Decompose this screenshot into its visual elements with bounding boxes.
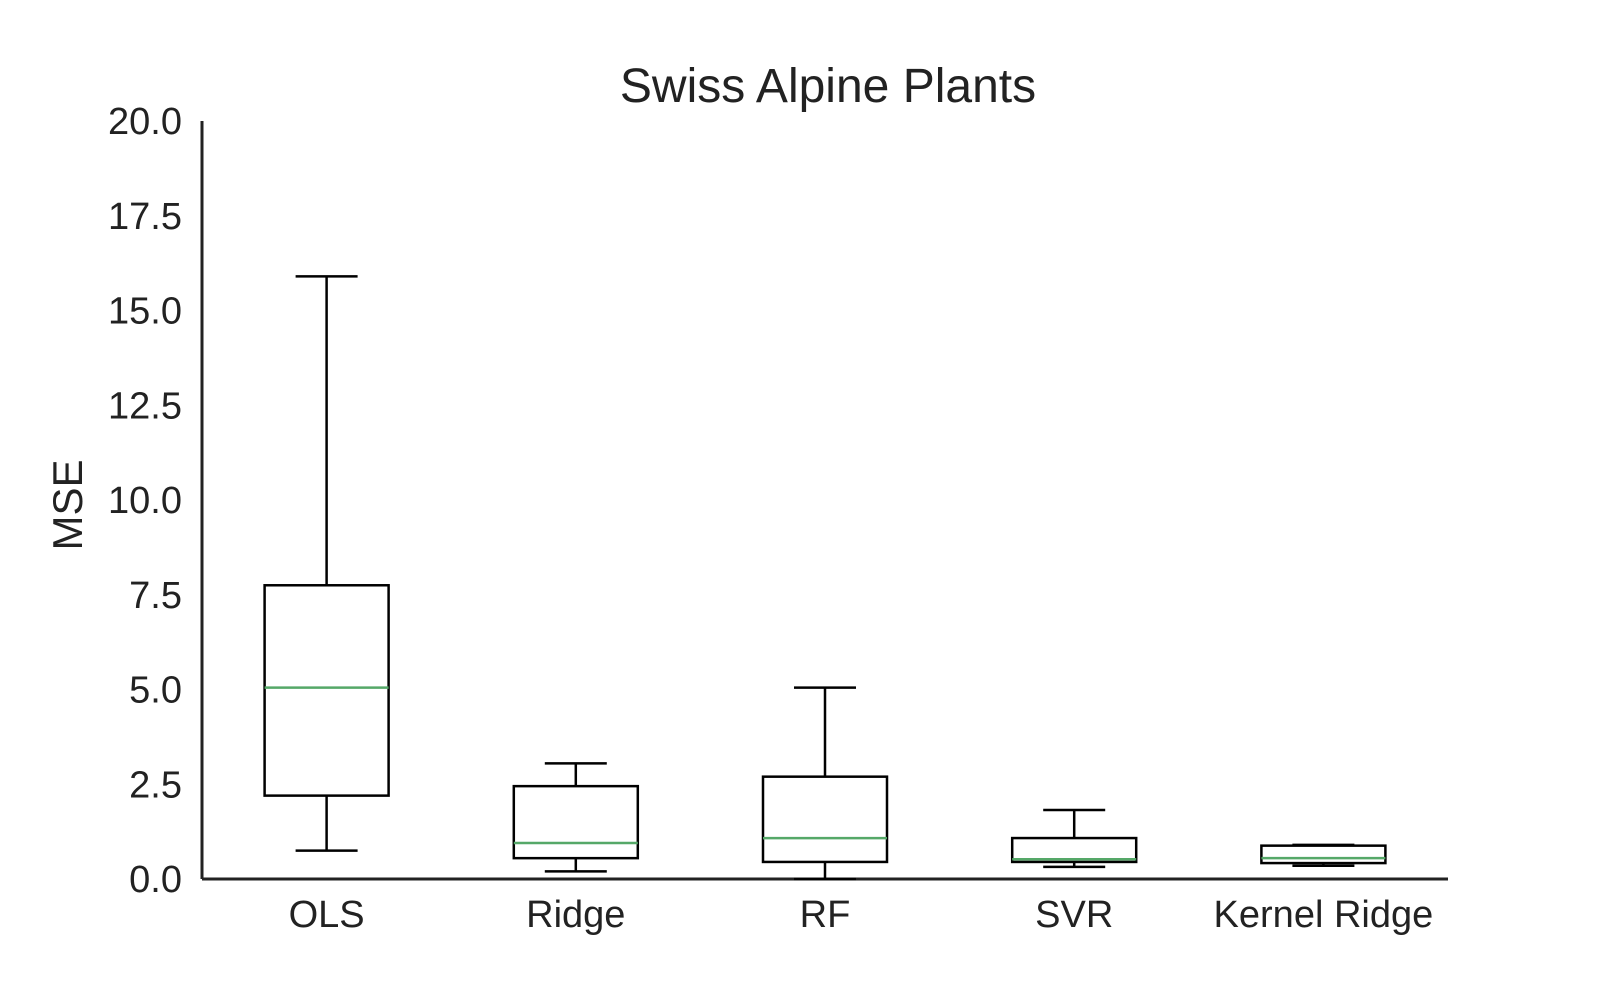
y-tick-label: 12.5 <box>108 385 182 427</box>
box-iqr <box>1010 836 1138 864</box>
plot-area: 0.0 2.5 5.0 7.5 10.0 12.5 15.0 17.5 20.0 OLS Ridge… <box>108 101 1448 936</box>
x-tick-label: Ridge <box>526 894 625 936</box>
box-group <box>1260 843 1387 867</box>
y-tick-label: 17.5 <box>108 196 182 238</box>
y-tick-label: 15.0 <box>108 291 182 333</box>
x-tick-label: OLS <box>289 894 365 936</box>
y-tick-label: 2.5 <box>129 764 182 806</box>
box-iqr <box>263 584 390 797</box>
chart-title: Swiss Alpine Plants <box>620 60 1036 113</box>
y-tick-label: 0.0 <box>129 859 182 901</box>
y-tick-label: 20.0 <box>108 101 182 143</box>
box-iqr <box>761 775 889 864</box>
box-iqr <box>1260 844 1387 865</box>
y-tick-label: 7.5 <box>129 575 182 617</box>
box-group <box>512 762 640 873</box>
y-tick-label: 5.0 <box>129 670 182 712</box>
x-tick-label: SVR <box>1035 894 1113 936</box>
y-axis-label: MSE <box>44 459 91 550</box>
box-group <box>1010 808 1138 869</box>
y-tick-label: 10.0 <box>108 480 182 522</box>
x-tick-label: Kernel Ridge <box>1214 894 1434 936</box>
box-iqr <box>512 784 640 860</box>
box-group <box>761 686 889 881</box>
x-tick-label: RF <box>800 894 851 936</box>
box-group <box>263 275 390 852</box>
